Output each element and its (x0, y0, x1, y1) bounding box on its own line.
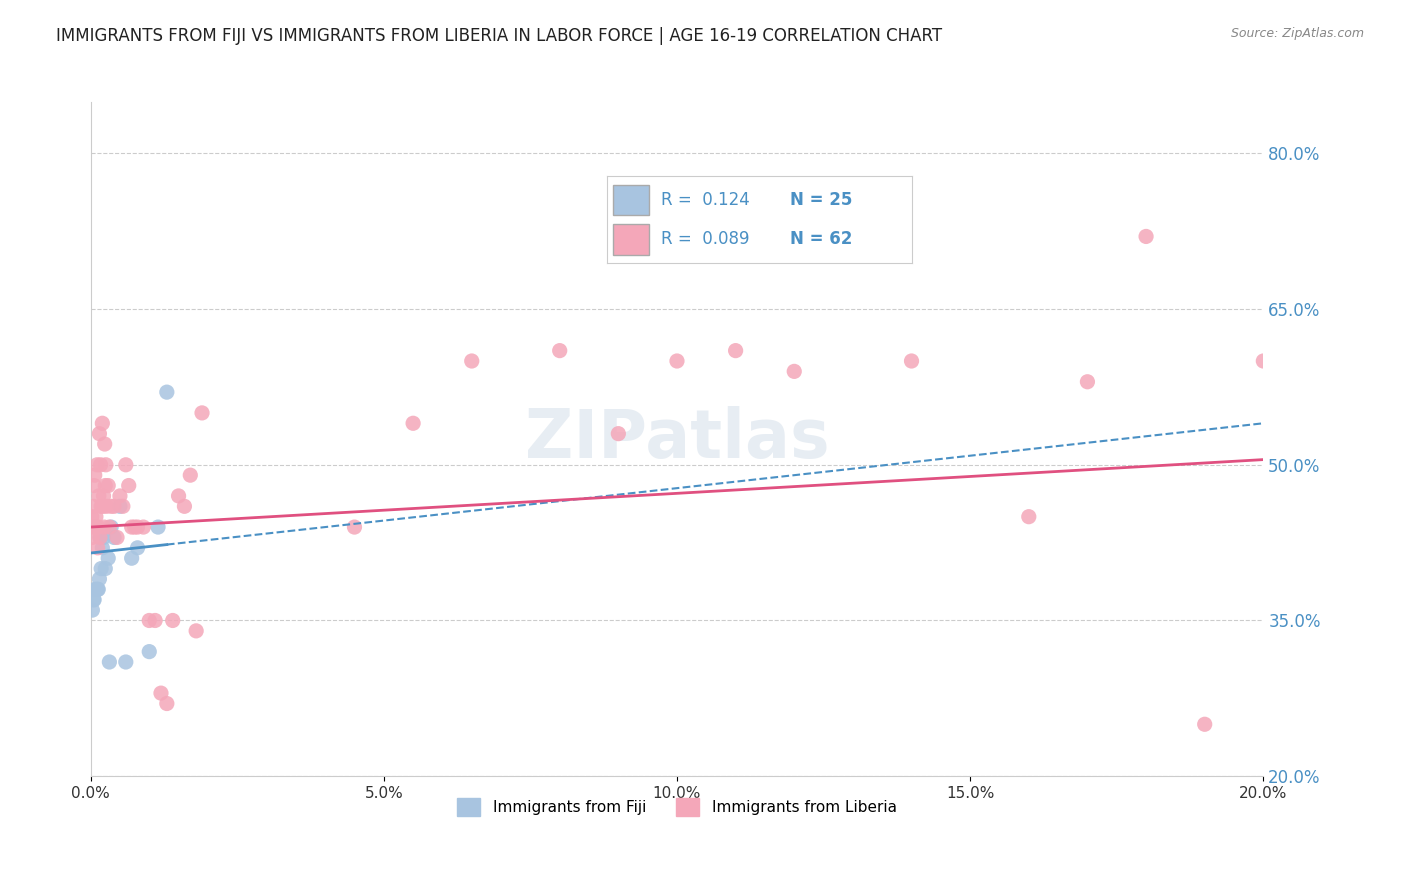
Point (1135, 229, 1157, 244)
Point (90, 561, 112, 575)
Point (87, 582, 110, 597)
Point (94, 561, 117, 575)
Point (138, 645, 160, 659)
Point (167, 489, 190, 503)
Text: Source: ZipAtlas.com: Source: ZipAtlas.com (1230, 27, 1364, 40)
Text: ZIPatlas: ZIPatlas (524, 406, 830, 472)
Point (124, 520, 146, 534)
Point (162, 614, 184, 628)
Point (114, 458, 136, 472)
Point (156, 385, 179, 400)
Point (93, 489, 115, 503)
Point (1018, 509, 1040, 524)
Point (103, 500, 125, 514)
Point (94, 478, 117, 492)
Point (83, 478, 105, 492)
Point (91, 417, 114, 431)
Point (94, 458, 117, 472)
Point (82, 603, 104, 617)
Point (900, 354, 922, 368)
Point (83, 468, 105, 483)
Point (111, 500, 134, 514)
Point (724, 343, 747, 358)
Point (149, 686, 172, 700)
Point (98, 520, 121, 534)
Legend: Immigrants from Fiji, Immigrants from Liberia: Immigrants from Fiji, Immigrants from Li… (451, 791, 903, 822)
Point (179, 468, 201, 483)
Point (402, 417, 425, 431)
Point (108, 489, 131, 503)
Point (1076, 375, 1098, 389)
Point (97, 551, 120, 566)
Point (87, 520, 110, 534)
Point (89, 531, 111, 545)
Point (83, 592, 105, 607)
Point (1194, 717, 1216, 731)
Point (665, 354, 688, 368)
Point (91, 541, 114, 555)
Point (93, 531, 115, 545)
Point (783, 364, 806, 378)
Point (114, 655, 136, 669)
Point (97, 478, 120, 492)
Point (89, 426, 111, 441)
Point (143, 614, 166, 628)
Point (80, 509, 103, 524)
Point (82, 520, 104, 534)
Point (108, 500, 131, 514)
Point (84, 509, 107, 524)
Point (127, 520, 149, 534)
Text: IMMIGRANTS FROM FIJI VS IMMIGRANTS FROM LIBERIA IN LABOR FORCE | AGE 16-19 CORRE: IMMIGRANTS FROM FIJI VS IMMIGRANTS FROM … (56, 27, 942, 45)
Point (127, 541, 149, 555)
Point (89, 572, 111, 586)
Point (191, 406, 214, 420)
Point (146, 520, 169, 534)
Point (118, 478, 141, 492)
Point (105, 531, 128, 545)
Point (84, 520, 107, 534)
Point (90, 458, 112, 472)
Point (121, 520, 143, 534)
Point (93, 437, 115, 451)
Point (83, 592, 105, 607)
Point (83, 500, 105, 514)
Point (156, 697, 179, 711)
Point (96, 500, 118, 514)
Point (132, 520, 155, 534)
Point (607, 426, 630, 441)
Point (100, 520, 122, 534)
Point (186, 624, 208, 638)
Point (89, 531, 111, 545)
Point (103, 531, 125, 545)
Point (90, 500, 112, 514)
Point (343, 520, 366, 534)
Point (87, 489, 110, 503)
Point (100, 500, 122, 514)
Point (98, 655, 121, 669)
Point (93, 520, 115, 534)
Point (548, 343, 571, 358)
Point (82, 531, 104, 545)
Point (86, 582, 108, 597)
Point (121, 551, 143, 566)
Point (461, 354, 484, 368)
Point (1253, 354, 1275, 368)
Point (86, 541, 108, 555)
Point (84, 520, 107, 534)
Point (138, 614, 160, 628)
Point (83, 582, 105, 597)
Point (91, 500, 114, 514)
Point (86, 582, 108, 597)
Point (86, 520, 108, 534)
Point (86, 458, 108, 472)
Point (173, 500, 195, 514)
